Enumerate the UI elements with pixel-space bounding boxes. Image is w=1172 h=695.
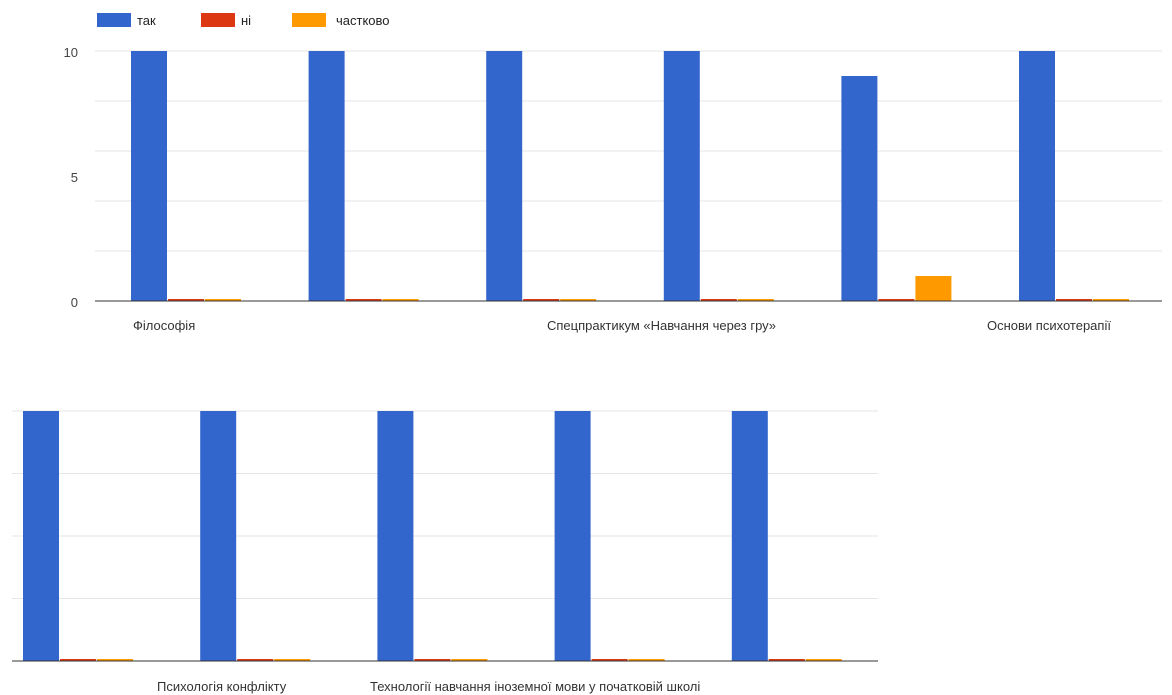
bar-tak — [841, 76, 878, 301]
bar-ni — [523, 299, 560, 301]
bar-tak — [1019, 51, 1055, 301]
bar-ni — [60, 659, 96, 661]
category-label-osnovy-psykhoterapii: Основи психотерапії — [987, 318, 1111, 333]
bar-ni — [168, 299, 204, 301]
bar-chastkovo — [628, 659, 665, 661]
bar-chastkovo — [205, 299, 241, 301]
bar-ni — [591, 659, 628, 661]
bar-ni — [345, 299, 382, 301]
category-label-psykholohiya-konfliktu: Психологія конфлікту — [157, 679, 287, 694]
y-tick-label-5: 5 — [71, 170, 78, 185]
bar-tak — [131, 51, 167, 301]
bar-ni — [878, 299, 915, 301]
legend-label-ni: ні — [241, 13, 251, 28]
y-tick-label-0: 0 — [71, 295, 78, 310]
bar-tak — [731, 411, 768, 661]
chart-panel-bottom: Психологія конфлікту Технології навчання… — [12, 410, 878, 694]
bar-chastkovo — [451, 659, 488, 661]
bar-chastkovo — [805, 659, 842, 661]
bar-chastkovo — [737, 299, 774, 301]
bar-chastkovo — [97, 659, 133, 661]
legend-label-tak: так — [137, 13, 156, 28]
chart-panel-top: 10 5 0 Філософія Спецпрактикум «Навчання… — [64, 45, 1162, 333]
bar-tak — [663, 51, 700, 301]
legend-swatch-chastkovo — [292, 13, 326, 27]
bars — [23, 411, 842, 661]
bar-tak — [23, 411, 59, 661]
legend-swatch-tak — [97, 13, 131, 27]
bar-ni — [414, 659, 451, 661]
bar-chastkovo — [382, 299, 419, 301]
category-label-tekhnolohii-navchannya: Технології навчання іноземної мови у поч… — [370, 679, 700, 694]
bar-tak — [377, 411, 414, 661]
bar-tak — [200, 411, 237, 661]
category-label-filosofiya: Філософія — [133, 318, 195, 333]
y-tick-label-10: 10 — [64, 45, 78, 60]
bar-ni — [700, 299, 737, 301]
bar-ni — [237, 659, 274, 661]
legend-swatch-ni — [201, 13, 235, 27]
legend: так ні частково — [97, 13, 390, 28]
bar-tak — [308, 51, 345, 301]
gridlines — [95, 50, 1162, 252]
category-label-spetspraktykum: Спецпрактикум «Навчання через гру» — [547, 318, 776, 333]
bar-tak — [554, 411, 591, 661]
bar-ni — [1056, 299, 1092, 301]
bars — [131, 51, 1129, 301]
bar-tak — [486, 51, 523, 301]
bar-chastkovo — [560, 299, 597, 301]
bar-chastkovo — [1093, 299, 1129, 301]
legend-label-chastkovo: частково — [336, 13, 390, 28]
bar-chastkovo — [915, 276, 952, 301]
bar-ni — [768, 659, 805, 661]
bar-chastkovo — [274, 659, 311, 661]
